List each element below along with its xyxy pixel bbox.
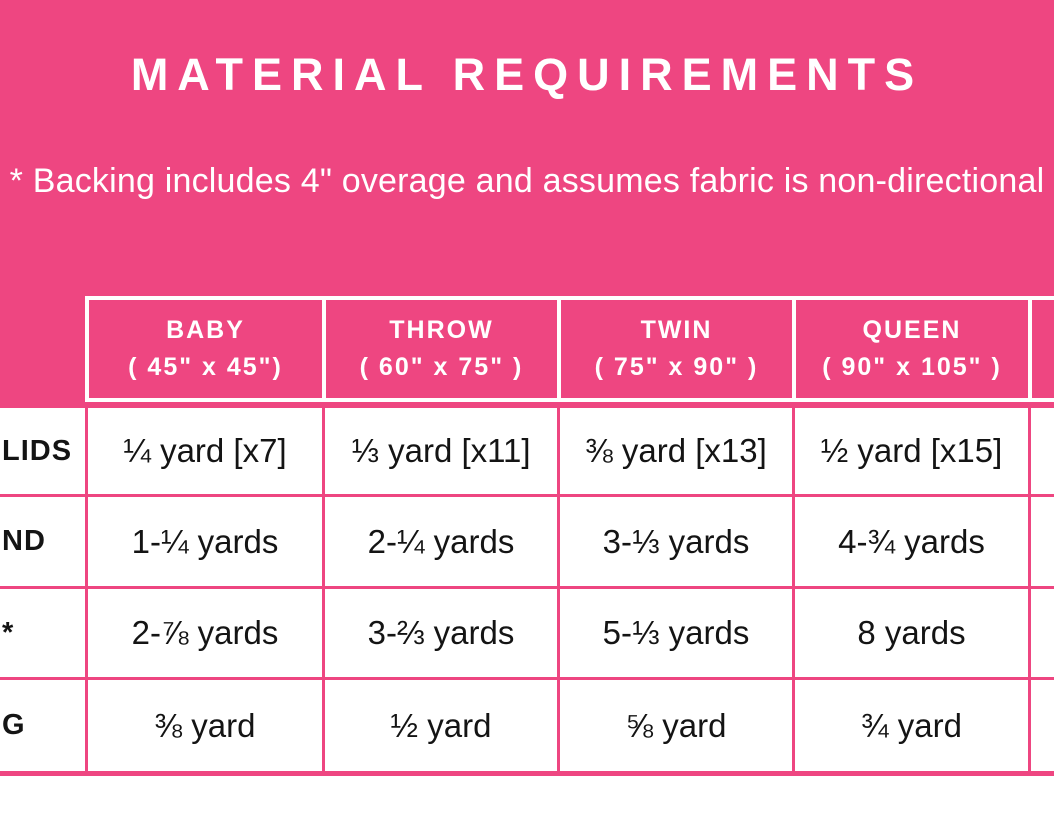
table-cell-partial (1028, 680, 1054, 776)
table-cell-partial (1028, 402, 1054, 497)
row-label: LIDS (0, 402, 85, 497)
row-label: G (0, 680, 85, 776)
table-cell-partial (1028, 589, 1054, 680)
table-cell: ½ yard (322, 680, 557, 776)
table-cell: ⅜ yard [x13] (557, 402, 792, 497)
column-header-twin: TWIN ( 75" x 90" ) (557, 296, 792, 402)
page-title: MATERIAL REQUIREMENTS (130, 49, 924, 100)
table-cell: 2-¼ yards (322, 497, 557, 589)
table-cell: ⅝ yard (557, 680, 792, 776)
column-header-queen: QUEEN ( 90" x 105" ) (792, 296, 1028, 402)
table-cell: 5-⅓ yards (557, 589, 792, 680)
column-name: QUEEN (862, 316, 962, 344)
column-name: BABY (166, 316, 245, 344)
table-cell: ⅜ yard (85, 680, 322, 776)
table-cell: 3-⅔ yards (322, 589, 557, 680)
requirements-table: BABY ( 45" x 45") THROW ( 60" x 75" ) TW… (0, 296, 1054, 776)
table-cell: 1-¼ yards (85, 497, 322, 589)
column-name: THROW (389, 316, 494, 344)
table-corner-cell (0, 296, 85, 402)
table-cell: ½ yard [x15] (792, 402, 1028, 497)
row-label: ND (0, 497, 85, 589)
table-cell: ¾ yard (792, 680, 1028, 776)
column-header-throw: THROW ( 60" x 75" ) (322, 296, 557, 402)
column-size: ( 90" x 105" ) (822, 353, 1002, 381)
table-cell: 2-⅞ yards (85, 589, 322, 680)
table-cell: 8 yards (792, 589, 1028, 680)
table-cell: ⅓ yard [x11] (322, 402, 557, 497)
table-cell: 3-⅓ yards (557, 497, 792, 589)
column-name: TWIN (640, 316, 713, 344)
column-size: ( 45" x 45") (128, 353, 283, 381)
backing-note: * Backing includes 4" overage and assume… (9, 162, 1045, 200)
table-cell-partial (1028, 497, 1054, 589)
row-label: * (0, 589, 85, 680)
column-header-baby: BABY ( 45" x 45") (85, 296, 322, 402)
table-cell: 4-¾ yards (792, 497, 1028, 589)
column-size: ( 75" x 90" ) (594, 353, 759, 381)
column-header-partial (1028, 296, 1054, 402)
table-cell: ¼ yard [x7] (85, 402, 322, 497)
column-size: ( 60" x 75" ) (359, 353, 524, 381)
